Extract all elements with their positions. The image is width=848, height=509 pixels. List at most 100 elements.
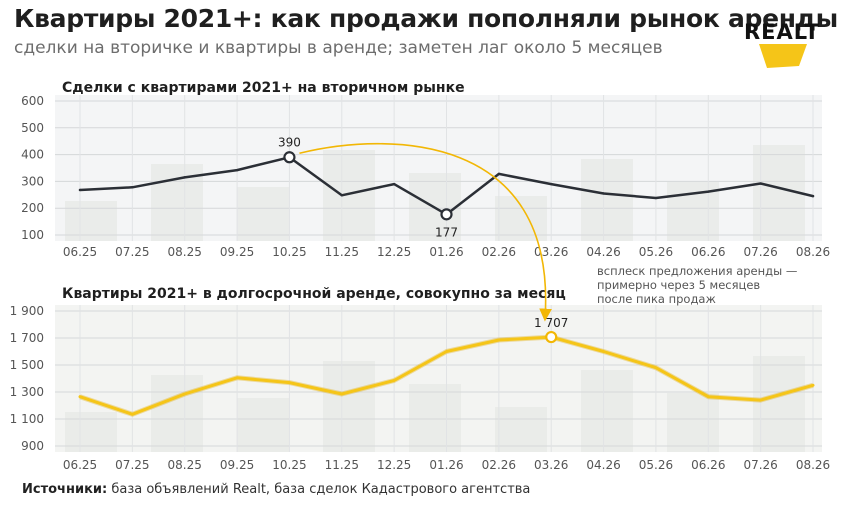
y-tick-label: 600 [21, 94, 44, 108]
backdrop-building [237, 187, 289, 241]
x-tick-label: 07.25 [115, 245, 149, 259]
highlight-marker [440, 208, 453, 221]
data-point [78, 188, 82, 192]
backdrop-building [409, 384, 461, 452]
realt-logo: REALT [737, 18, 827, 68]
data-point [497, 338, 501, 342]
data-point [654, 366, 658, 369]
data-point [811, 194, 815, 198]
x-tick-label: 10.25 [272, 458, 306, 472]
annotation-arrow [299, 142, 552, 322]
y-tick-label: 100 [21, 228, 44, 242]
backdrop-building [667, 393, 719, 452]
y-tick-label: 400 [21, 148, 44, 162]
data-label: 390 [278, 135, 301, 149]
x-tick-label: 06.26 [691, 245, 725, 259]
x-tick-label: 04.26 [586, 458, 620, 472]
data-point [183, 392, 186, 396]
data-point [445, 350, 448, 353]
backdrop-building [753, 356, 805, 452]
data-point [235, 168, 239, 172]
data-point [183, 176, 186, 179]
x-tick-label: 06.25 [63, 245, 97, 259]
x-tick-label: 07.26 [743, 458, 777, 472]
y-tick-label: 1 300 [10, 385, 44, 399]
data-point [288, 381, 291, 384]
data-point [707, 190, 710, 193]
x-tick-label: 08.26 [796, 458, 830, 472]
x-tick-label: 04.26 [586, 245, 620, 259]
data-point [550, 182, 553, 186]
data-point [811, 384, 815, 387]
x-tick-label: 06.25 [63, 458, 97, 472]
x-tick-label: 06.26 [691, 458, 725, 472]
data-point [340, 194, 343, 197]
x-tick-label: 01.26 [429, 458, 463, 472]
x-tick-label: 12.25 [377, 458, 411, 472]
x-tick-label: 09.25 [220, 458, 254, 472]
data-point [707, 395, 710, 398]
y-tick-label: 1 700 [10, 331, 44, 345]
x-tick-label: 02.26 [482, 245, 516, 259]
y-tick-label: 300 [21, 174, 44, 188]
data-point [602, 192, 605, 195]
x-tick-label: 10.25 [272, 245, 306, 259]
annotation-text: примерно через 5 месяцев [597, 278, 760, 292]
chart-subtitle: сделки на вторичке и квартиры в аренде; … [14, 38, 663, 58]
x-tick-label: 07.26 [743, 245, 777, 259]
y-tick-label: 1 500 [10, 358, 44, 372]
data-label: 177 [435, 225, 458, 239]
highlight-marker [545, 330, 558, 344]
x-tick-label: 08.26 [796, 245, 830, 259]
backdrop-building [581, 159, 633, 241]
data-point [131, 413, 134, 416]
data-point [759, 182, 762, 185]
highlight-marker [283, 151, 296, 164]
data-point [759, 398, 762, 402]
x-tick-label: 08.25 [168, 458, 202, 472]
backdrop-building [495, 407, 547, 452]
rent-chart: Квартиры 2021+ в долгосрочной аренде, со… [10, 286, 831, 472]
data-point [392, 182, 396, 186]
backdrop-building [65, 201, 117, 241]
backdrop-building [323, 361, 375, 452]
x-tick-label: 08.25 [168, 245, 202, 259]
x-tick-label: 11.25 [325, 245, 359, 259]
data-point [392, 379, 396, 382]
annotation: всплеск предложения аренды —примерно чер… [299, 142, 797, 322]
y-tick-label: 1 900 [10, 304, 44, 318]
chart-title: Квартиры 2021+: как продажи пополняли ры… [14, 4, 838, 33]
y-tick-label: 500 [21, 121, 44, 135]
data-point [131, 186, 134, 189]
y-tick-label: 200 [21, 201, 44, 215]
y-tick-label: 900 [21, 439, 44, 453]
data-point [654, 196, 658, 200]
x-tick-label: 09.25 [220, 245, 254, 259]
sources-label: Источники: [22, 482, 108, 497]
x-tick-label: 01.26 [429, 245, 463, 259]
logo-shape [759, 44, 807, 68]
data-point [602, 350, 605, 353]
data-label: 1 707 [534, 316, 568, 330]
annotation-text: всплеск предложения аренды — [597, 264, 797, 278]
sales-chart: Сделки с квартирами 2021+ на вторичном р… [21, 80, 830, 259]
x-tick-label: 03.26 [534, 458, 568, 472]
annotation-text: после пика продаж [597, 292, 716, 306]
panel-title: Квартиры 2021+ в долгосрочной аренде, со… [62, 286, 566, 302]
panel-title: Сделки с квартирами 2021+ на вторичном р… [62, 80, 465, 96]
sources-note: Источники: база объявлений Realt, база с… [22, 482, 530, 497]
backdrop-building [151, 375, 203, 452]
x-tick-label: 05.26 [639, 245, 673, 259]
data-point [497, 172, 501, 176]
data-point [78, 395, 82, 398]
x-tick-label: 05.26 [639, 458, 673, 472]
x-tick-label: 11.25 [325, 458, 359, 472]
backdrop-building [581, 370, 633, 452]
backdrop-building [495, 196, 547, 241]
x-tick-label: 02.26 [482, 458, 516, 472]
x-tick-label: 07.25 [115, 458, 149, 472]
x-tick-label: 12.25 [377, 245, 411, 259]
backdrop-building [323, 150, 375, 241]
x-tick-label: 03.26 [534, 245, 568, 259]
